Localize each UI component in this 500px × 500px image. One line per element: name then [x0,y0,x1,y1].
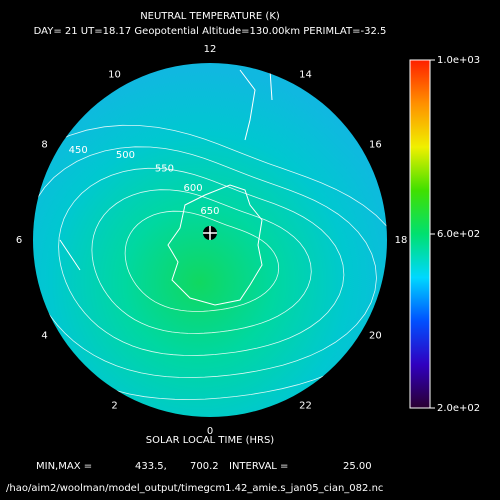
continent-outline [59,69,273,271]
contour-label: 600 [184,183,203,194]
interval-label: INTERVAL = [229,461,288,472]
colorbar [409,59,431,409]
local-time-label: 2 [111,400,117,411]
colorbar-tick-label: 6.0e+02 [437,229,480,240]
contour-group: 450 500 550 600 650 [33,124,387,400]
colorbar-tick-label: 1.0e+03 [437,55,480,66]
local-time-label: 14 [299,70,312,81]
coastline [59,69,273,306]
max-value: 700.2 [190,461,219,472]
contour-label: 550 [155,164,174,175]
interval-value: 25.00 [343,461,372,472]
local-time-label: 8 [41,140,47,151]
antarctica-outline [167,184,263,306]
local-time-label: 20 [369,331,382,342]
local-time-label: 0 [207,426,213,437]
pole-cross [203,226,217,240]
local-time-label: 18 [395,235,408,246]
contour-line [58,167,345,356]
colorbar-tick-label: 2.0e+02 [437,403,480,414]
x-axis-label: SOLAR LOCAL TIME (HRS) [146,435,275,446]
minmax-label: MIN,MAX = [36,461,92,472]
contour-label: 650 [200,206,219,217]
contour-line [91,189,312,334]
file-path: /hao/aim2/woolman/model_output/timegcm1.… [6,483,383,494]
local-time-label: 10 [108,70,121,81]
local-time-label: 16 [369,140,382,151]
contour-label: 500 [116,150,135,161]
min-value: 433.5, [135,461,167,472]
local-time-label: 22 [299,400,312,411]
local-time-label: 4 [41,331,47,342]
local-time-label: 6 [16,235,22,246]
contour-line [33,124,387,400]
chart-title: NEUTRAL TEMPERATURE (K) [140,11,280,22]
contour-line [33,146,377,378]
chart-subtitle: DAY= 21 UT=18.17 Geopotential Altitude=1… [34,26,387,37]
contour-line [124,210,280,312]
local-time-label: 12 [204,44,217,55]
contour-label: 450 [69,145,88,156]
